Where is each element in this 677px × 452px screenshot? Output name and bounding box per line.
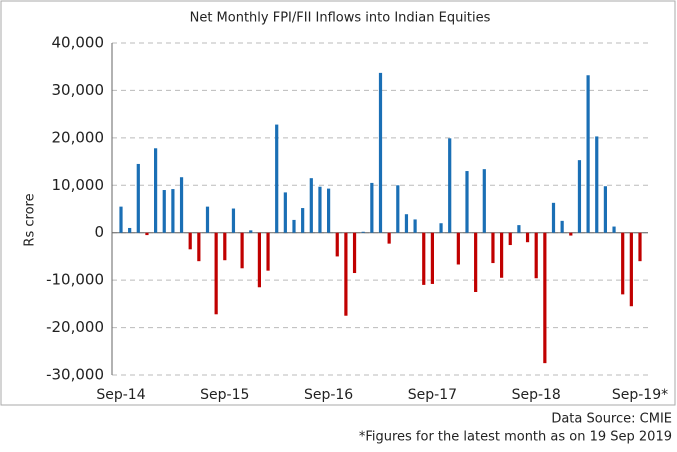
x-tick-label: Sep-14: [96, 387, 145, 403]
x-tick-label: Sep-19*: [612, 387, 668, 403]
bar: [335, 232, 339, 257]
bar: [171, 189, 175, 233]
bar: [275, 124, 279, 233]
bar: [162, 190, 166, 233]
bar: [318, 186, 322, 233]
bar: [413, 219, 417, 233]
bar: [422, 232, 426, 285]
bar: [474, 232, 478, 292]
bar: [430, 232, 434, 284]
y-tick-label: 20,000: [52, 128, 105, 146]
bar: [560, 220, 564, 233]
bar: [352, 232, 357, 274]
bar: [240, 232, 244, 269]
y-tick-label: -10,000: [46, 271, 104, 289]
bar: [525, 232, 530, 243]
bar: [309, 178, 313, 233]
bar: [231, 208, 236, 233]
bar: [569, 232, 573, 236]
bar: [612, 226, 616, 233]
bar: [119, 206, 123, 233]
bar: [370, 182, 374, 233]
bar: [603, 186, 607, 233]
bar: [327, 188, 331, 233]
bar: [482, 169, 486, 233]
y-tick-label: 10,000: [52, 176, 105, 194]
bar: [266, 232, 270, 271]
bar: [500, 232, 504, 278]
bar: [387, 232, 391, 244]
bar: [257, 232, 261, 288]
chart-frame: [0, 0, 676, 406]
y-tick-label: -20,000: [46, 318, 104, 336]
bar: [145, 232, 149, 236]
bar: [629, 232, 633, 307]
y-tick-label: 30,000: [52, 81, 105, 99]
bar: [154, 148, 158, 233]
bar: [491, 232, 495, 264]
bar: [361, 231, 365, 233]
bar: [638, 232, 642, 262]
bar: [396, 185, 400, 233]
bar: [214, 232, 218, 315]
bar: [188, 232, 192, 250]
bar: [301, 208, 305, 233]
bar: [136, 163, 140, 233]
bar: [551, 202, 556, 233]
bar: [283, 192, 287, 233]
source-note: Data Source: CMIE: [551, 412, 672, 427]
x-tick-label: Sep-17: [408, 387, 457, 403]
y-tick-label: 0: [94, 223, 104, 241]
bar: [448, 138, 452, 233]
bar: [543, 232, 547, 364]
bar: [456, 232, 460, 265]
bar: [344, 232, 348, 316]
bar: [517, 225, 521, 233]
bar: [223, 232, 227, 261]
x-tick-label: Sep-16: [304, 387, 353, 403]
y-tick-label: 40,000: [52, 34, 105, 52]
bar: [508, 232, 512, 246]
bar: [249, 230, 253, 233]
bar: [197, 232, 201, 262]
bar: [128, 227, 132, 233]
y-axis-title: Rs crore: [23, 193, 38, 246]
x-tick-label: Sep-18: [512, 387, 561, 403]
bar: [577, 160, 582, 233]
bar: [378, 72, 383, 233]
bar: [465, 171, 469, 233]
bar: [179, 177, 184, 233]
bar: [439, 223, 443, 233]
bar: [595, 136, 599, 233]
bar: [621, 232, 625, 295]
bar: [205, 206, 210, 233]
x-tick-label: Sep-15: [200, 387, 249, 403]
bar: [292, 219, 296, 233]
bar: [534, 232, 538, 279]
footnote: *Figures for the latest month as on 19 S…: [359, 430, 672, 445]
bar: [404, 214, 409, 233]
bar: [586, 75, 590, 233]
y-tick-label: -30,000: [46, 366, 104, 384]
chart-title: Net Monthly FPI/FII Inflows into Indian …: [190, 11, 491, 26]
